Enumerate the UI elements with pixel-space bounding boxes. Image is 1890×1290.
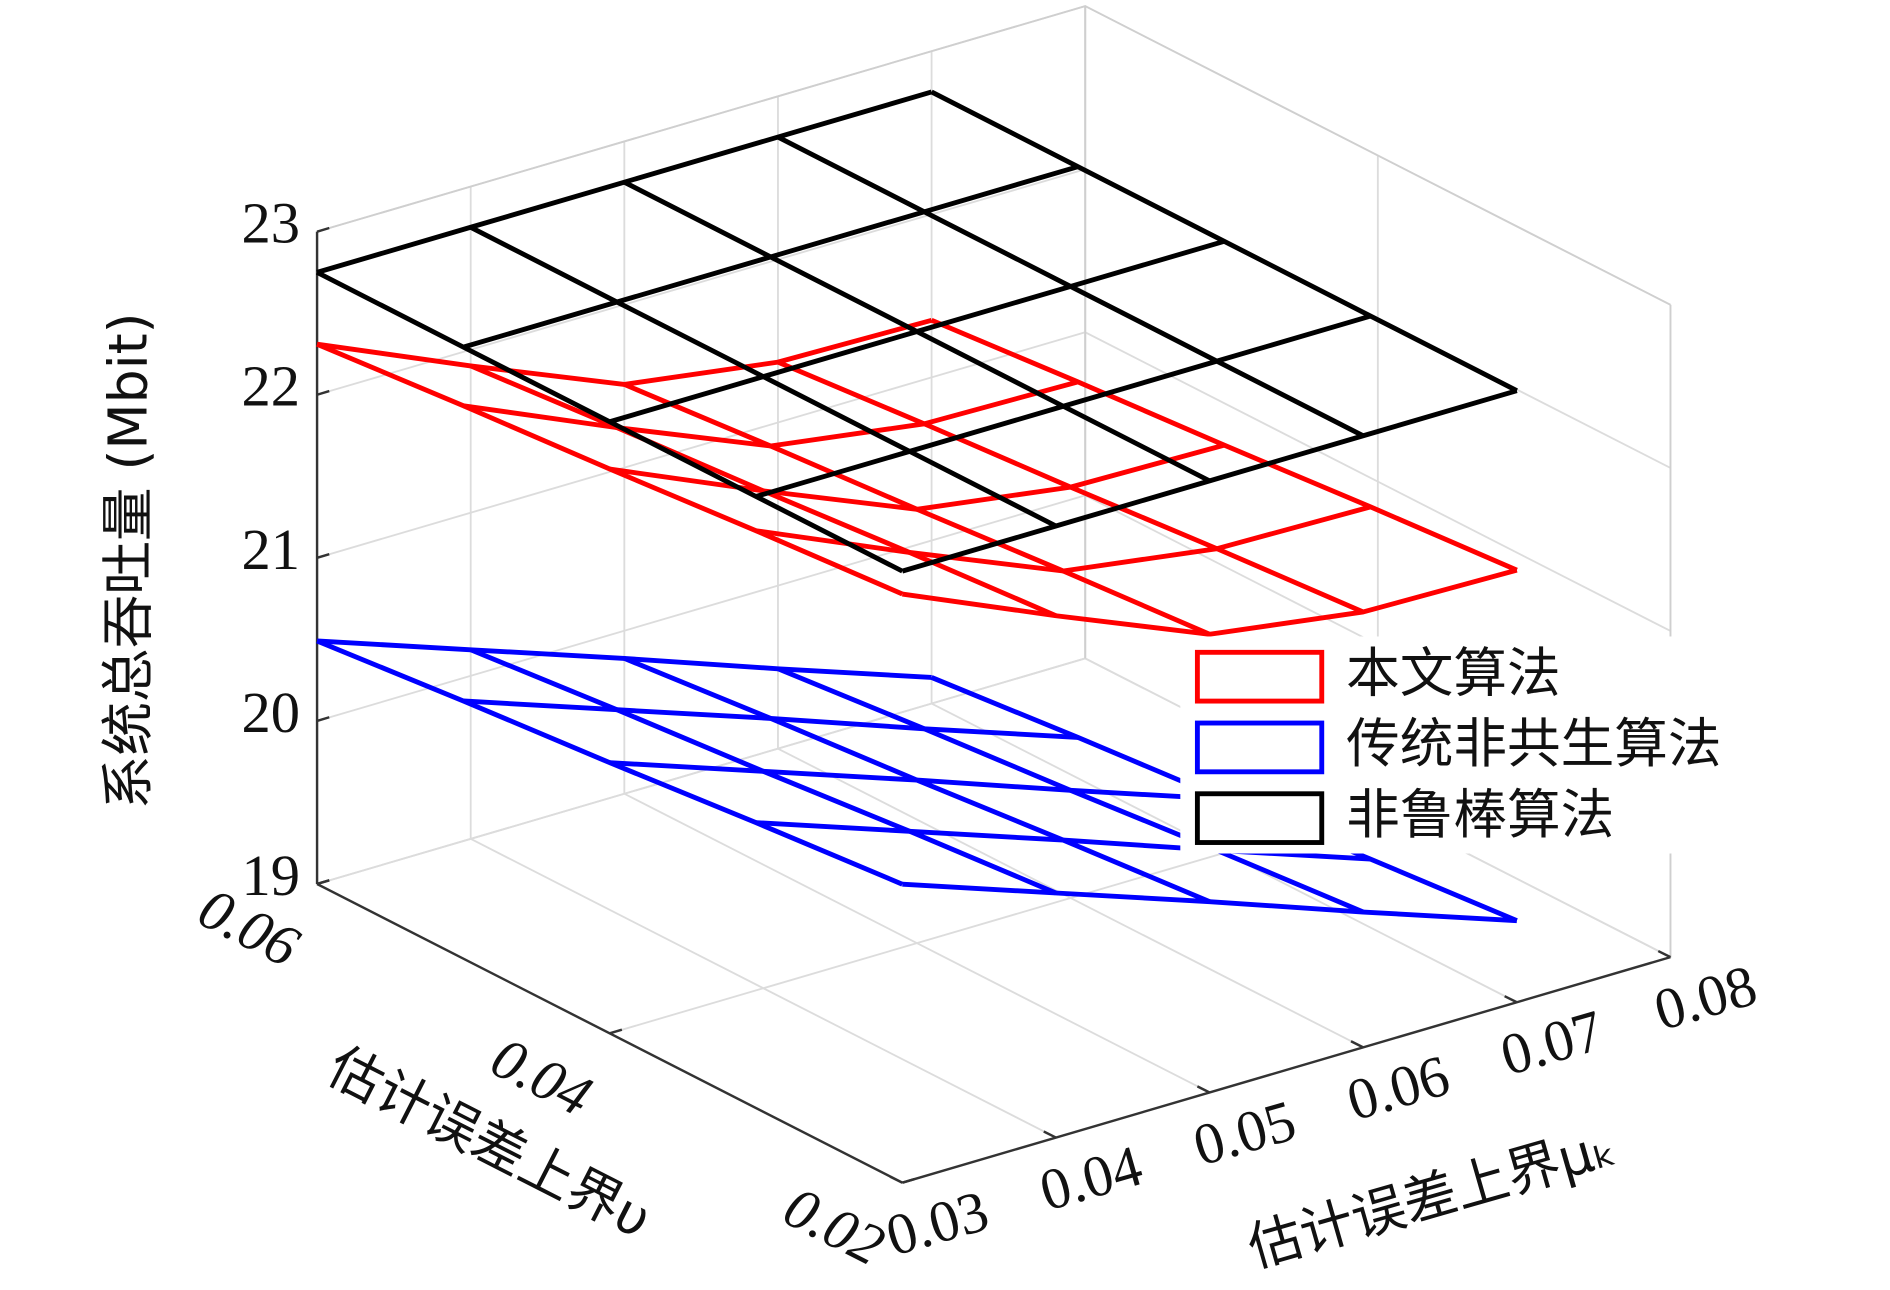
- x-tick: [1657, 949, 1672, 959]
- grid-layer: [316, 5, 1672, 1184]
- legend-swatch: [1194, 720, 1325, 775]
- grid-line: [930, 51, 1518, 1004]
- z-tick-label: 21: [241, 517, 300, 582]
- z-tick-label: 22: [241, 354, 300, 419]
- mesh-layer: [315, 89, 1518, 924]
- mesh-line: [777, 359, 1365, 615]
- x-tick: [889, 1175, 903, 1184]
- x-tick: [1043, 1130, 1057, 1139]
- mesh-line: [623, 179, 1211, 484]
- x-axis: [901, 955, 1671, 1184]
- y-tick-label: 0.02: [774, 1174, 895, 1278]
- mesh-line: [776, 134, 1365, 438]
- mesh-line: [755, 504, 1372, 574]
- y-tick: [316, 879, 330, 886]
- mesh-line: [930, 318, 1518, 573]
- legend-swatch: [1194, 791, 1325, 845]
- z-tick-label: 20: [241, 680, 300, 745]
- mesh-line: [316, 638, 932, 680]
- legend-label: 非鲁棒算法: [1346, 783, 1614, 846]
- mesh-line: [316, 638, 904, 887]
- mesh-line: [930, 89, 1518, 393]
- mesh-line: [777, 666, 1365, 915]
- x-tick: [1350, 1040, 1364, 1049]
- mesh-line: [469, 647, 1057, 896]
- axes-box: [315, 5, 1672, 1184]
- z-axis-label: 系统总吞吐量 (Mbit): [96, 312, 159, 809]
- mesh-line: [316, 89, 933, 275]
- y-tick: [609, 1028, 623, 1035]
- z-tick: [316, 226, 330, 233]
- x-tick-label: 0.05: [1186, 1088, 1302, 1179]
- z-tick: [316, 716, 330, 723]
- x-tick-label: 0.08: [1647, 952, 1763, 1043]
- y-axis: [316, 882, 903, 1184]
- z-tick-label: 23: [241, 191, 300, 256]
- grid-line: [469, 186, 1057, 1139]
- mesh-line: [623, 656, 1211, 904]
- legend-label: 本文算法: [1346, 641, 1561, 704]
- mesh-line: [316, 341, 904, 597]
- mesh-line: [623, 382, 1211, 637]
- mesh-line: [469, 363, 1057, 618]
- y-tick: [901, 1177, 915, 1184]
- box-edge: [316, 5, 1671, 306]
- grid-line: [316, 5, 1671, 306]
- legend-background: [1180, 636, 1839, 854]
- legend-swatch: [1194, 649, 1325, 704]
- legend-label: 传统非共生算法: [1346, 712, 1721, 775]
- z-tick-label: 19: [241, 843, 300, 908]
- mesh-line: [315, 270, 904, 574]
- grid-line: [623, 141, 1210, 1094]
- z-tick: [316, 552, 330, 559]
- x-tick-label: 0.03: [879, 1178, 995, 1269]
- mesh-line: [469, 225, 1058, 529]
- mesh-line: [901, 567, 1518, 637]
- x-tick-label: 0.06: [1340, 1043, 1456, 1134]
- x-tick-label: 0.07: [1494, 997, 1610, 1088]
- z-tick: [316, 389, 330, 396]
- grid-line: [609, 155, 1379, 1035]
- x-tick-label: 0.04: [1033, 1133, 1149, 1224]
- x-tick: [1196, 1085, 1211, 1094]
- x-tick: [1504, 995, 1518, 1004]
- mesh-line: [902, 881, 1517, 924]
